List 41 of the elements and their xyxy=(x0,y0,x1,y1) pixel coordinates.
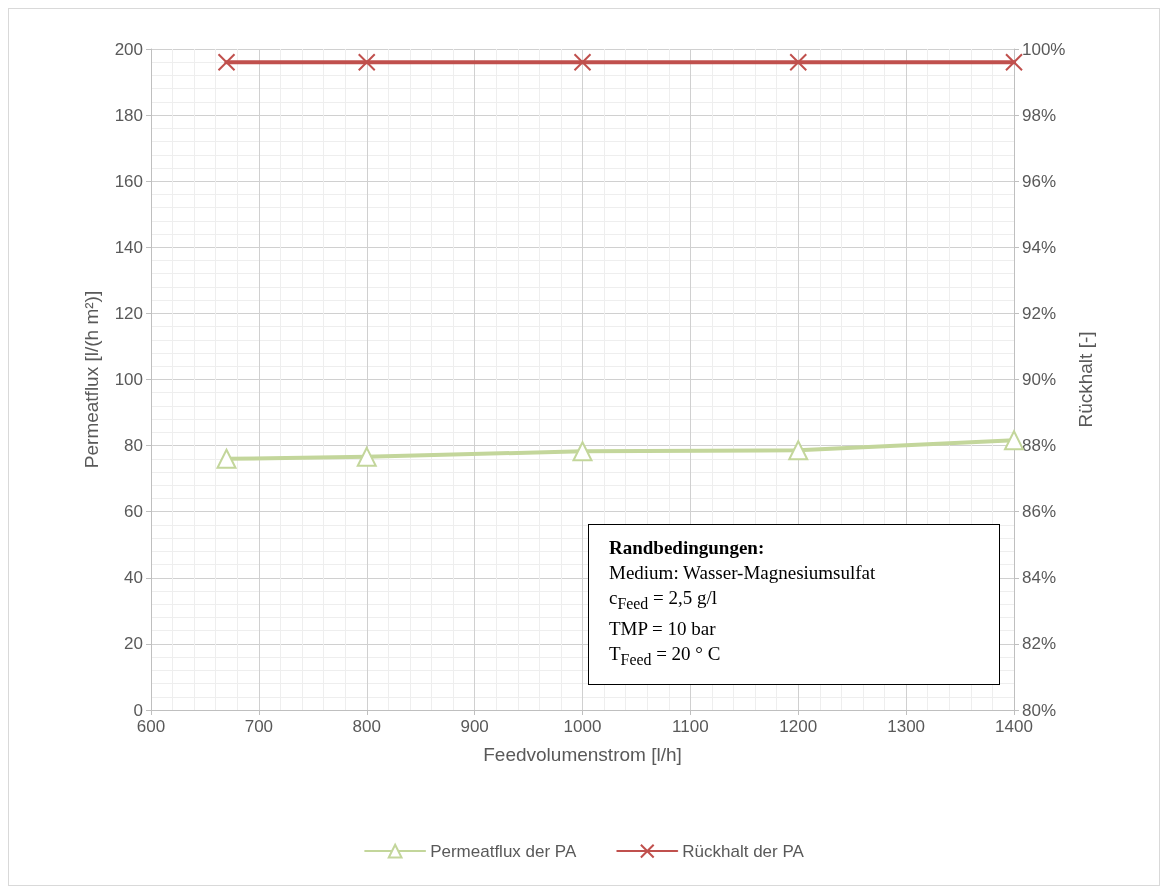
y2-tick-label: 80% xyxy=(1022,700,1057,720)
x-tick-label: 1100 xyxy=(672,717,709,736)
x-tick-label: 1400 xyxy=(995,717,1033,736)
y-tick-label: 160 xyxy=(114,171,143,191)
y-tick-label: 60 xyxy=(124,502,143,522)
x-tick-label: 1300 xyxy=(887,717,926,736)
legend-label: Permeatflux der PA xyxy=(430,841,577,861)
y2-tick-label: 82% xyxy=(1022,634,1057,654)
x-tick-label: 1000 xyxy=(563,717,602,736)
y-tick-label: 80 xyxy=(124,436,143,456)
y-tick-label: 20 xyxy=(124,634,143,654)
y-tick-label: 140 xyxy=(114,237,143,257)
annotation: c$_{Feed}$ = 2,5 g/l xyxy=(609,586,718,614)
legend-label: Rückhalt der PA xyxy=(682,841,805,861)
y-tick-label: 0 xyxy=(133,700,143,720)
annotation: TMP = 10 bar xyxy=(609,616,717,641)
annotation: Medium: Wasser-Magnesiumsulfat xyxy=(609,561,877,585)
y-tick-label: 40 xyxy=(124,568,143,588)
y-axis-title: Permeatflux [l/(h m²)] xyxy=(81,290,102,469)
x-tick-label: 600 xyxy=(136,717,166,736)
y2-tick-label: 86% xyxy=(1022,502,1057,522)
y2-axis-title: Rückhalt [-] xyxy=(1075,331,1097,428)
x-tick-label: 1200 xyxy=(779,717,818,736)
annotation: Randbedingungen: xyxy=(609,536,766,560)
y2-tick-label: 88% xyxy=(1022,436,1057,456)
y2-tick-label: 100% xyxy=(1022,39,1066,59)
y2-tick-label: 90% xyxy=(1022,370,1057,389)
x-tick-label: 700 xyxy=(244,717,274,736)
y-tick-label: 180 xyxy=(114,105,143,125)
y2-tick-label: 98% xyxy=(1022,105,1057,125)
x-axis-title: Feedvolumenstrom [l/h] xyxy=(483,744,682,765)
x-tick-label: 800 xyxy=(352,717,381,736)
y-tick-label: 100 xyxy=(114,370,143,389)
y2-tick-label: 94% xyxy=(1022,237,1057,257)
y2-tick-label: 92% xyxy=(1022,303,1057,323)
x-tick-label: 900 xyxy=(460,717,489,736)
y2-tick-label: 84% xyxy=(1022,568,1057,588)
y-tick-label: 200 xyxy=(114,39,143,59)
y2-tick-label: 96% xyxy=(1022,171,1057,191)
annotation: T$_{Feed}$ = 20 ° C xyxy=(609,641,722,670)
y-tick-label: 120 xyxy=(114,303,143,323)
